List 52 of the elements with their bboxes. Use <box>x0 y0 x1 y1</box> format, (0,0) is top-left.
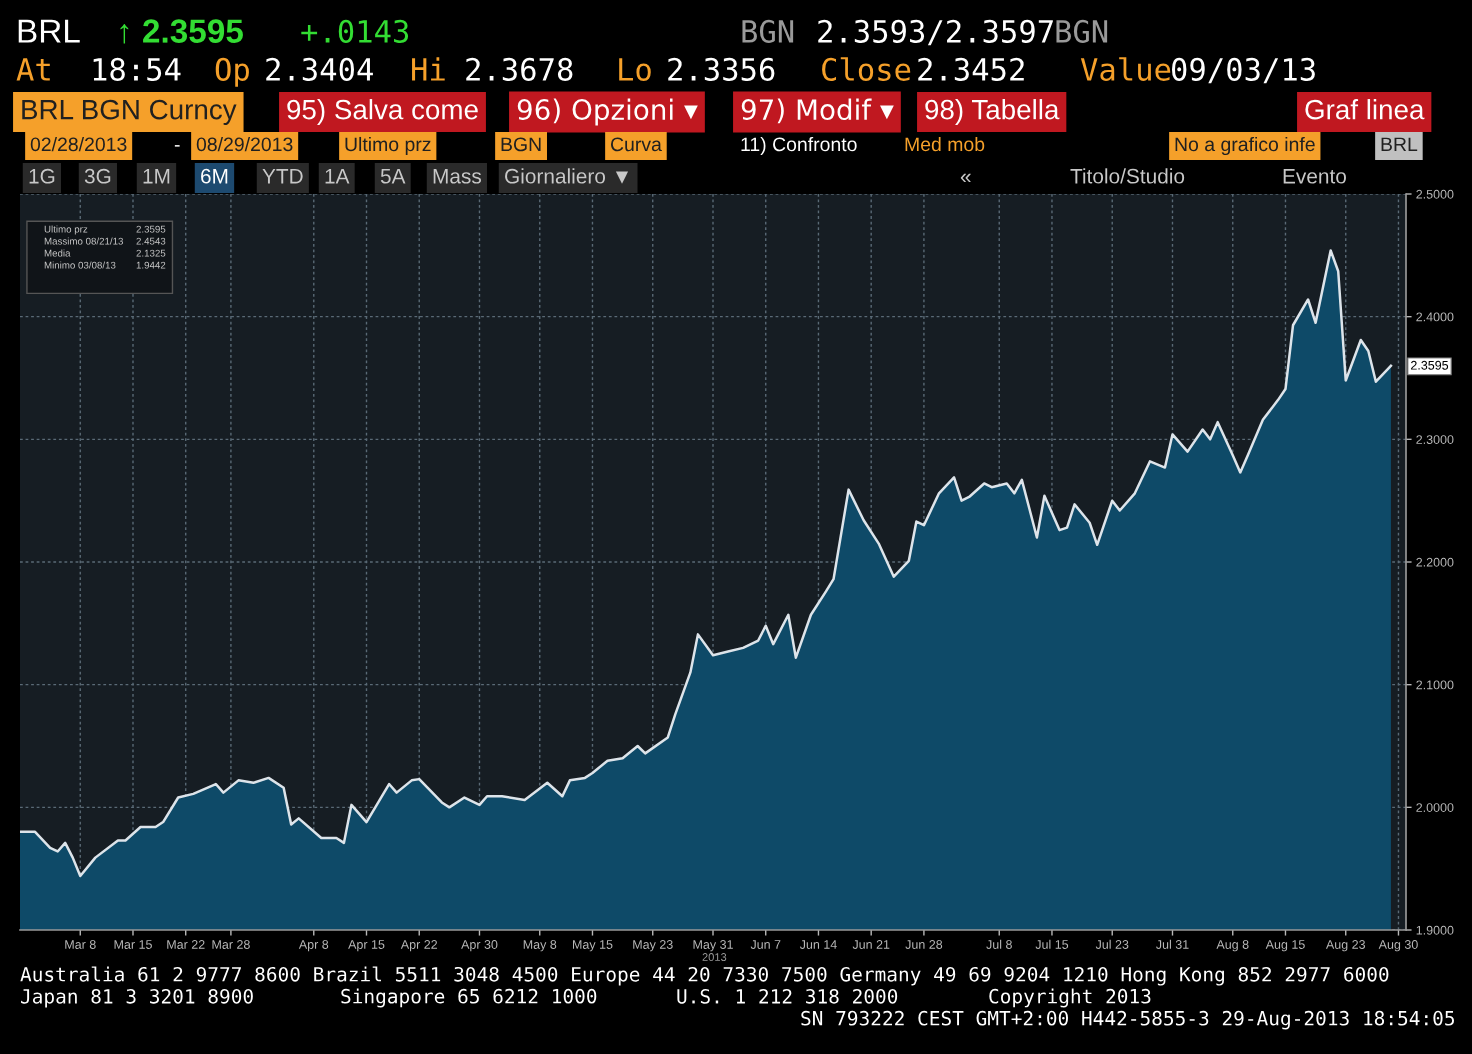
text: SN 793222 CEST GMT+2:00 H442-5855-3 29-Aug-2013 18:54:05 <box>801 1010 1455 1030</box>
text: 2.3452 <box>918 57 1024 81</box>
text: 95) Salva come <box>287 99 478 125</box>
text: 3G <box>84 168 111 184</box>
text: 02/28/2013 <box>30 136 127 152</box>
text: 5A <box>380 169 406 184</box>
text: Australia 61 2 9777 8600 Brazil 5511 3048 4500 Europe 44 20 7330 7500 Germany 49 69 9204 1210 Hong Kong 852 2977 6000 <box>20 966 1389 986</box>
text: Value <box>1080 57 1171 81</box>
text: 97) Modif ▾ <box>741 98 894 124</box>
text: Mass <box>433 169 482 184</box>
text: ↑ 2.3595 <box>120 19 243 44</box>
text: Graf linea <box>1305 99 1425 120</box>
text: Ultimo prz <box>345 136 431 156</box>
text: BRL BGN Curncy <box>22 99 237 125</box>
text: 1G <box>29 168 55 184</box>
text: BRL <box>1381 137 1418 152</box>
text: Copyright 2013 <box>989 988 1151 1008</box>
text: 18:54 <box>93 57 181 81</box>
text: +.0143 <box>301 19 409 43</box>
text: BGN <box>1056 19 1108 43</box>
text: 2.3593/2.3597 <box>818 19 1053 46</box>
text: 2.3404 <box>266 57 373 81</box>
text: Curva <box>610 137 662 152</box>
text: Lo <box>619 58 651 81</box>
text: No a grafico infe <box>1175 136 1315 156</box>
text: Med mob <box>905 136 985 152</box>
text: 2.3678 <box>466 57 573 81</box>
text: U.S. 1 212 318 2000 <box>677 988 898 1004</box>
text: Close <box>822 57 911 81</box>
text: BGN <box>501 137 541 152</box>
text: 96) Opzioni ▾ <box>517 98 698 126</box>
text: 1M <box>143 169 170 184</box>
text: Evento <box>1283 169 1346 184</box>
text: BGN <box>742 19 794 43</box>
text: 2.3356 <box>668 57 775 81</box>
text: Giornaliero ▼ <box>505 168 629 184</box>
text: Titolo/Studio <box>1070 168 1185 184</box>
text: BRL <box>18 19 80 43</box>
text: 08/29/2013 <box>196 136 293 152</box>
text: 1A <box>325 169 350 184</box>
text: - <box>174 145 180 147</box>
text: At <box>16 58 50 81</box>
text: 6M <box>201 168 228 184</box>
text: 09/03/13 <box>1171 57 1315 84</box>
text: Singapore 65 6212 1000 <box>341 988 597 1008</box>
text: Hi <box>412 57 445 81</box>
text: 98) Tabella <box>925 99 1060 125</box>
text: « <box>960 173 971 182</box>
text: YTD <box>262 169 303 184</box>
text: Japan 81 3 3201 8900 <box>21 988 253 1008</box>
text: Op <box>215 57 249 87</box>
text: 11) Confronto <box>741 136 857 156</box>
